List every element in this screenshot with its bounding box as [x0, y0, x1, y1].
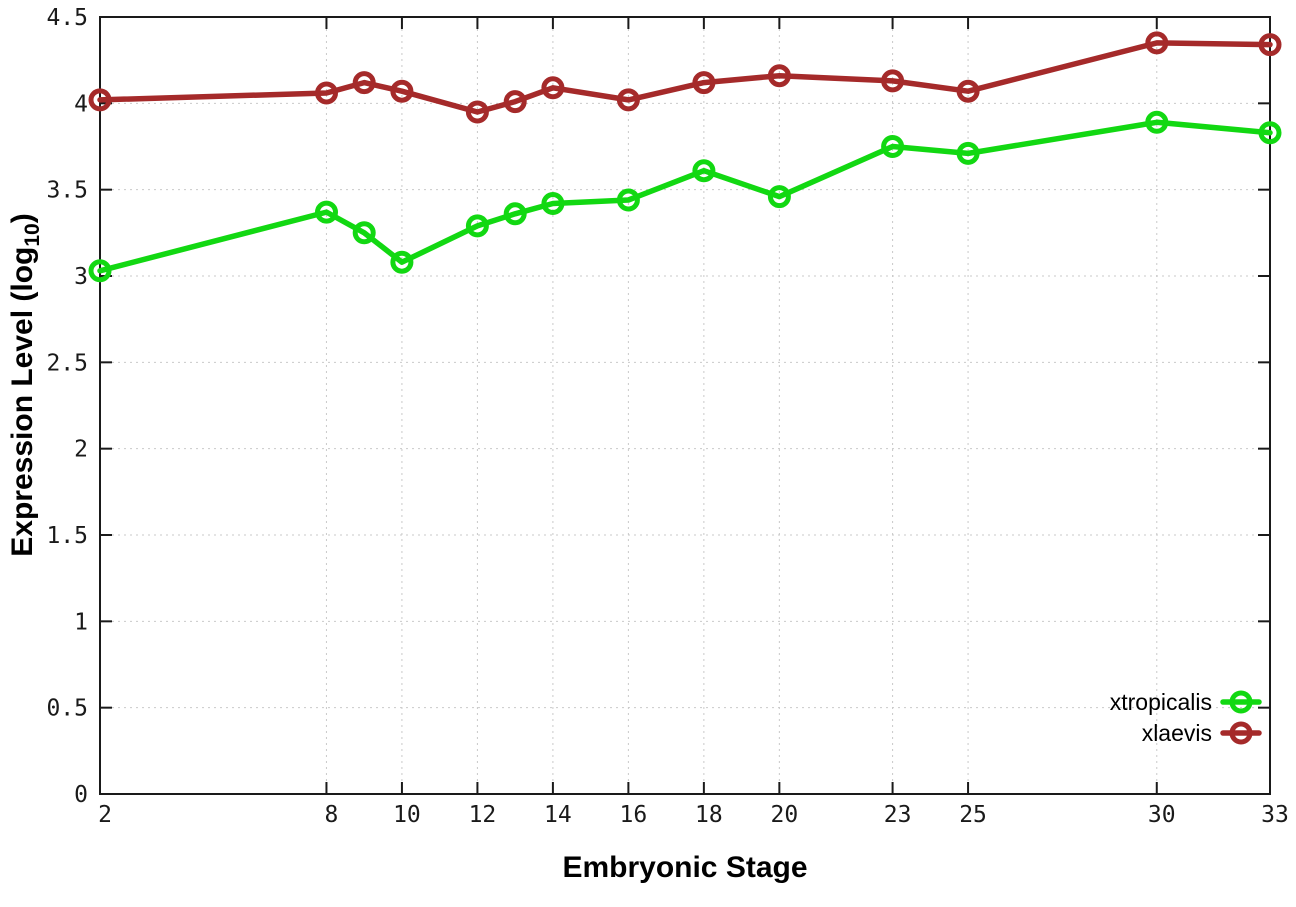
tick-label-layer: 0 0.5 1 1.5 2 2.5 3 3.5 4 4.5 2 8 10 12 14 16 18 20 23 25 30…	[46, 5, 1288, 828]
data-point-marker	[390, 250, 414, 274]
data-point-marker	[881, 135, 905, 158]
x-tick-label: 23	[884, 802, 912, 828]
data-point-marker	[465, 214, 489, 238]
series-xlaevis	[88, 31, 1282, 124]
data-point-marker	[1258, 33, 1282, 57]
data-point-marker	[352, 221, 376, 245]
plot-border	[99, 16, 1271, 795]
data-point-marker	[956, 141, 980, 165]
y-tick-label: 0.5	[46, 696, 88, 722]
legend-label-xlaevis: xlaevis	[1142, 720, 1212, 746]
x-axis-title: Embryonic Stage	[562, 851, 807, 884]
x-tick-label: 10	[393, 802, 421, 828]
data-point-marker	[616, 88, 640, 112]
x-tick-label: 33	[1261, 802, 1289, 828]
x-tick-label: 16	[620, 802, 648, 828]
data-point-marker	[767, 64, 791, 88]
y-tick-label: 0	[74, 782, 88, 808]
y-tick-label: 2.5	[46, 350, 88, 376]
x-tick-label: 30	[1148, 802, 1176, 828]
series-xtropicalis	[88, 110, 1282, 283]
data-point-marker	[1258, 121, 1282, 145]
x-tick-label: 2	[98, 802, 112, 828]
y-axis-title: Expression Level (log10)	[6, 213, 44, 556]
legend-marker-sample	[1229, 721, 1253, 745]
y-axis-title-subscript: 10	[21, 223, 44, 246]
y-tick-label: 1	[74, 609, 88, 635]
series-layer	[88, 31, 1282, 283]
x-tick-label: 14	[544, 802, 572, 828]
legend-item-xlaevis: xlaevis	[1142, 720, 1262, 746]
data-point-marker	[541, 192, 565, 215]
y-axis-title-main: Expression Level (log	[6, 247, 39, 557]
data-point-marker	[956, 79, 980, 103]
y-tick-label: 4.5	[46, 5, 88, 31]
data-point-marker	[390, 79, 414, 103]
data-point-marker	[503, 202, 527, 226]
x-tick-label: 18	[695, 802, 723, 828]
data-point-marker	[541, 76, 565, 100]
y-tick-label: 3	[74, 264, 88, 290]
y-tick-label: 1.5	[46, 523, 88, 549]
y-tick-label: 2	[74, 437, 88, 463]
series-line-xlaevis	[97, 40, 1273, 115]
y-tick-label: 3.5	[46, 178, 88, 204]
data-point-marker	[692, 71, 716, 95]
x-tick-label: 20	[771, 802, 799, 828]
data-point-marker	[88, 259, 112, 283]
data-point-marker	[503, 90, 527, 114]
data-point-marker	[692, 159, 716, 183]
data-point-marker	[1145, 110, 1169, 134]
data-point-marker	[315, 81, 338, 105]
data-point-marker	[881, 69, 905, 93]
legend-marker-sample	[1229, 690, 1253, 714]
x-tick-label: 8	[325, 802, 339, 828]
data-point-marker	[1145, 31, 1169, 55]
data-point-marker	[616, 188, 640, 212]
series-line-xtropicalis	[97, 119, 1273, 274]
legend-label-xtropicalis: xtropicalis	[1110, 689, 1212, 715]
x-tick-label: 12	[469, 802, 497, 828]
legend: xtropicalis xlaevis	[1110, 689, 1262, 746]
y-axis-title-close: )	[6, 213, 39, 223]
data-point-marker	[767, 185, 791, 209]
legend-item-xtropicalis: xtropicalis	[1110, 689, 1262, 715]
data-point-marker	[315, 200, 338, 224]
x-tick-label: 25	[959, 802, 987, 828]
axis-titles: Embryonic Stage Expression Level (log10)	[6, 213, 808, 884]
y-tick-label: 4	[74, 91, 88, 117]
data-point-marker	[88, 88, 112, 112]
data-point-marker	[352, 71, 376, 95]
data-point-marker	[465, 100, 489, 124]
